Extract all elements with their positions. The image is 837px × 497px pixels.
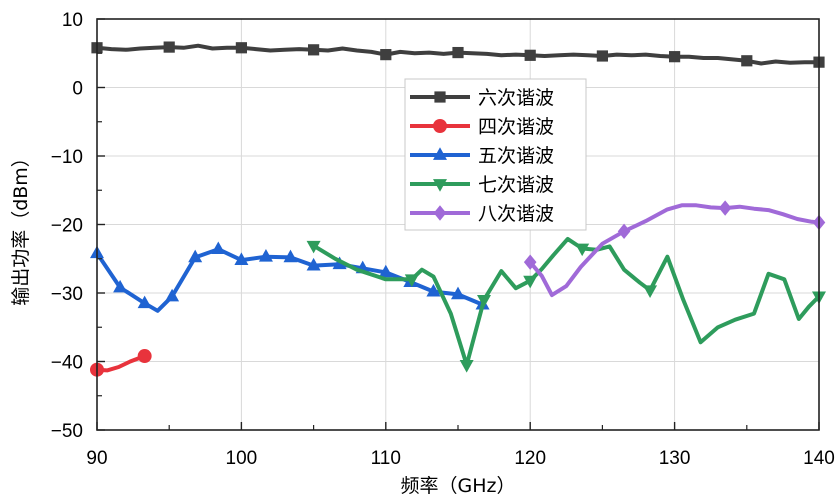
x-tick-label: 120 <box>514 448 546 469</box>
legend-entry: 四次谐波 <box>410 116 554 138</box>
legend-label: 八次谐波 <box>478 203 554 225</box>
x-tick-label: 100 <box>226 448 258 469</box>
legend-entry: 六次谐波 <box>410 87 554 109</box>
legend-label: 五次谐波 <box>478 145 554 167</box>
data-point <box>643 285 658 298</box>
legend-label: 四次谐波 <box>478 116 554 138</box>
data-point <box>741 55 753 67</box>
data-point <box>476 294 491 308</box>
data-point <box>380 49 392 61</box>
y-tick-label: −10 <box>51 147 83 168</box>
y-axis-title: 输出功率（dBm） <box>10 148 32 306</box>
x-tick-label: 140 <box>803 448 835 469</box>
data-point <box>188 249 203 263</box>
y-tick-label: −50 <box>51 421 83 442</box>
legend-label: 六次谐波 <box>478 87 554 109</box>
x-tick-label: 130 <box>659 448 691 469</box>
x-axis-title: 频率（GHz） <box>401 475 516 497</box>
x-tick-label: 90 <box>86 448 107 469</box>
legend-label: 七次谐波 <box>478 174 554 196</box>
legend-marker <box>433 147 447 160</box>
data-point <box>669 51 681 63</box>
legend-entry: 五次谐波 <box>410 145 554 167</box>
y-tick-label: −40 <box>51 353 83 374</box>
legend-marker <box>433 205 447 221</box>
y-tick-label: −30 <box>51 284 83 305</box>
data-point <box>523 254 537 270</box>
legend-entry: 八次谐波 <box>410 203 554 225</box>
data-point <box>283 249 298 263</box>
data-point <box>258 248 273 262</box>
legend-marker <box>434 91 446 103</box>
legend-marker <box>433 179 447 192</box>
data-point <box>137 295 152 309</box>
data-point <box>163 41 175 53</box>
data-point <box>113 279 128 293</box>
data-point <box>404 274 419 287</box>
data-point <box>137 349 152 364</box>
y-tick-labels: −50 −40 −30 −20 −10 0 10 <box>51 10 83 442</box>
data-point <box>452 46 464 59</box>
data-point <box>617 223 631 240</box>
data-point <box>234 252 249 266</box>
data-point <box>165 288 180 302</box>
data-point <box>426 283 441 297</box>
data-point <box>378 264 393 278</box>
data-point <box>308 44 320 56</box>
data-point <box>459 360 474 373</box>
y-tick-label: −20 <box>51 216 83 237</box>
legend-marker <box>433 119 447 133</box>
series-4 <box>306 236 826 373</box>
data-point <box>235 42 247 54</box>
y-tick-label: 10 <box>62 10 83 31</box>
data-point <box>523 275 538 289</box>
x-tick-labels: 90 100 110 120 130 140 <box>86 448 834 469</box>
series-line <box>528 203 821 298</box>
legend-entry: 七次谐波 <box>410 174 554 196</box>
data-point <box>575 243 590 257</box>
x-tick-label: 110 <box>371 448 401 469</box>
data-point <box>451 286 465 300</box>
data-point <box>524 49 536 61</box>
data-point <box>718 200 732 216</box>
ticks <box>96 18 820 431</box>
data-point <box>306 240 321 254</box>
series-3 <box>90 241 490 313</box>
data-point <box>596 50 608 62</box>
y-tick-label: 0 <box>72 79 83 100</box>
data-point <box>306 257 321 271</box>
data-point <box>211 241 226 255</box>
